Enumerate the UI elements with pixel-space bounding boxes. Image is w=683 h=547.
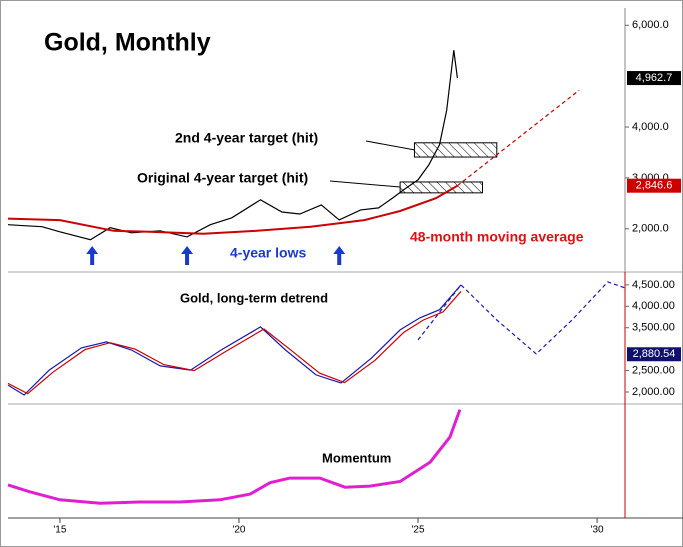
y-tick-label: 2,000.00	[632, 386, 675, 398]
last-value-label: 2,846.6	[636, 180, 673, 192]
leader-line	[329, 180, 401, 188]
series-line	[417, 281, 626, 355]
y-tick-label: 2,500.00	[632, 364, 675, 376]
x-tick-label: '30	[591, 525, 604, 536]
last-value-label: 4,962.7	[636, 72, 673, 84]
series-line	[457, 89, 580, 187]
panel-title: Momentum	[322, 450, 391, 465]
annotation: 4-year lows	[230, 245, 306, 261]
y-tick-label: 4,000.0	[632, 121, 669, 133]
chart-title: Gold, Monthly	[44, 29, 211, 57]
last-value-box	[627, 178, 681, 193]
x-tick-label: '25	[411, 525, 424, 536]
series-line	[7, 184, 458, 235]
y-tick-label: 3,500.00	[632, 322, 675, 334]
target-zone	[413, 142, 498, 158]
low-arrow	[333, 246, 346, 265]
x-tick-label: '20	[232, 525, 245, 536]
y-tick-label: 2,000.0	[632, 223, 669, 235]
series-line	[7, 284, 462, 396]
annotation: 2nd 4-year target (hit)	[175, 130, 318, 146]
x-tick-label: '15	[53, 525, 66, 536]
low-arrow	[86, 246, 99, 265]
leader-line	[365, 140, 416, 151]
last-value-label: 2,880.54	[633, 348, 676, 360]
last-value-box	[627, 71, 681, 86]
series-line	[7, 290, 462, 395]
last-value-box	[627, 347, 681, 362]
y-tick-label: 4,000.00	[632, 300, 675, 312]
y-tick-label: 6,000.0	[632, 19, 669, 31]
panel-title: Gold, long-term detrend	[180, 290, 328, 305]
target-zone	[399, 181, 483, 194]
annotation: Original 4-year target (hit)	[137, 170, 308, 186]
annotation: 48-month moving average	[410, 229, 584, 245]
series-line	[7, 409, 462, 505]
series-line	[7, 50, 458, 241]
low-arrow	[181, 246, 194, 265]
y-tick-label: 4,500.00	[632, 279, 675, 291]
